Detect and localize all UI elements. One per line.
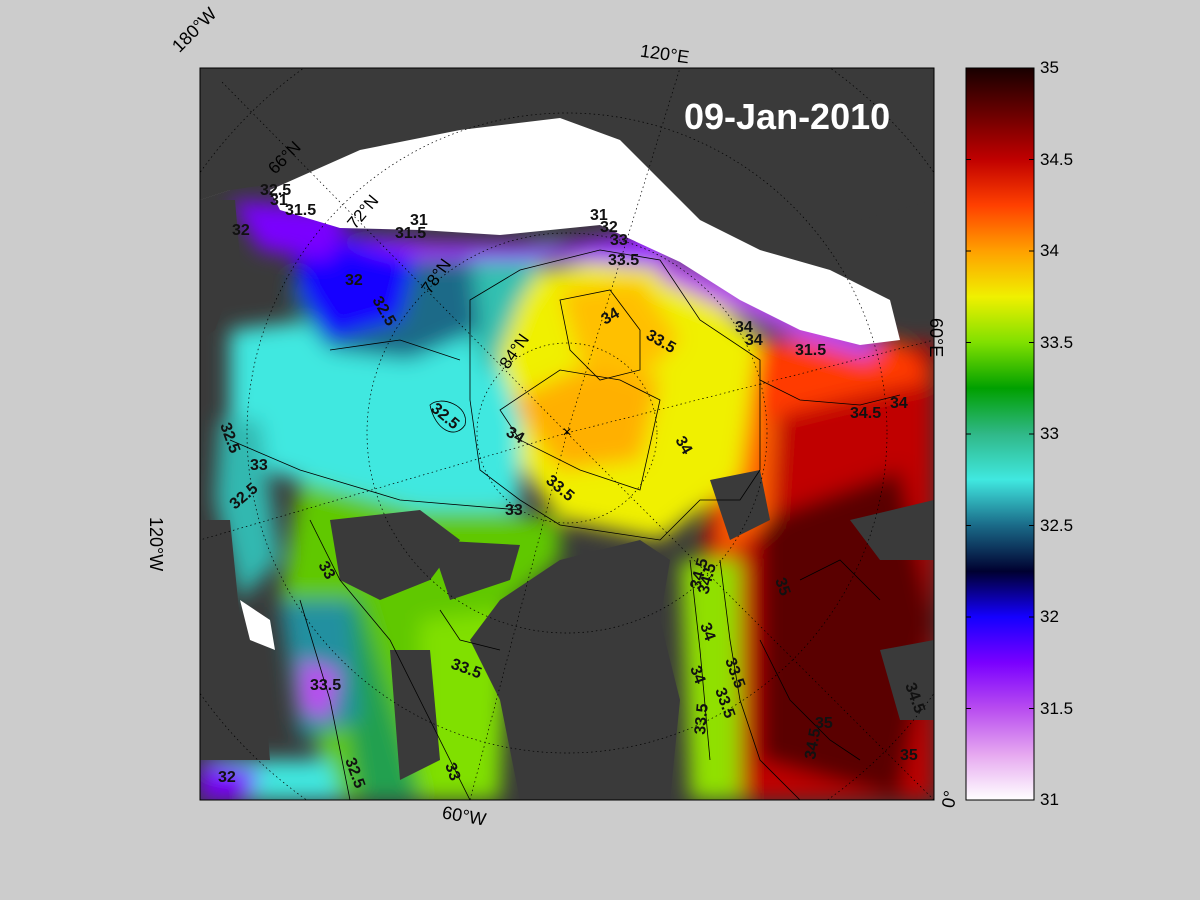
contour-label: 34 <box>890 395 908 412</box>
colorbar <box>965 67 1035 801</box>
north-pole-marker: × <box>562 424 571 441</box>
colorbar-tick-label: 34 <box>1040 241 1059 260</box>
contour-label: 34 <box>672 434 696 458</box>
contour-label: 32 <box>345 272 363 289</box>
contour-label: 34 <box>503 424 527 448</box>
colorbar-tick-label: 33 <box>1040 424 1059 443</box>
contour-label: 31 <box>590 207 608 224</box>
colorbar-tick-label: 31.5 <box>1040 698 1074 718</box>
contour-lines <box>229 249 901 800</box>
contour-label: 35 <box>900 747 918 764</box>
contour-label: 34 <box>686 664 708 687</box>
contour-label: 33 <box>610 232 628 249</box>
longitude-label-0: 0° <box>938 789 961 810</box>
contour-label: 32.5 <box>260 182 291 199</box>
colorbar-ticks <box>966 67 1034 801</box>
contour-label: 33 <box>315 559 339 583</box>
sea-ice <box>270 118 900 345</box>
contour-label: 33.5 <box>692 703 712 736</box>
colorbar-tick-label: 35 <box>1040 58 1059 77</box>
sea-ice-west <box>240 600 275 650</box>
contour-label: 34.5 <box>850 405 881 422</box>
colorbar-tick-label: 32.5 <box>1040 515 1074 535</box>
map-frame <box>199 67 935 801</box>
contour-label: 31 <box>410 212 428 229</box>
map-panel: × 66°N 72°N 7 <box>200 68 934 800</box>
contour-label: 35 <box>771 576 793 599</box>
date-label: 09-Jan-2010 <box>684 96 891 137</box>
graticule <box>200 68 934 800</box>
contour-label: 32 <box>218 769 236 786</box>
contour-label: 31.5 <box>395 225 426 242</box>
contour-label: 33 <box>250 457 268 474</box>
contour-label: 35 <box>815 715 833 732</box>
land-masses <box>200 70 934 800</box>
colorbar-tick-label: 31 <box>1040 790 1059 809</box>
contour-label: 33 <box>505 502 523 519</box>
contour-label: 33.5 <box>608 252 639 269</box>
longitude-label-120w: 120°W <box>146 517 166 572</box>
contour-label: 33 <box>441 761 463 784</box>
contour-label: 34.5 <box>802 727 824 761</box>
contour-label: 31.5 <box>285 202 316 219</box>
colorbar-tick-label: 33.5 <box>1040 332 1074 352</box>
contour-label: 32 <box>600 219 618 236</box>
contour-label: 31 <box>270 192 288 209</box>
longitude-label-60e: 60°E <box>926 318 946 358</box>
contour-label: 34 <box>745 332 763 349</box>
contour-label: 33.5 <box>310 677 341 694</box>
colorbar-tick-label: 32 <box>1040 607 1059 626</box>
contour-label: 31.5 <box>795 342 826 359</box>
contour-label: 32 <box>232 222 250 239</box>
colorbar-tick-label: 34.5 <box>1040 149 1074 169</box>
contour-label: 34 <box>696 621 718 644</box>
contour-label: 34 <box>599 305 623 329</box>
contour-label: 34 <box>735 319 753 336</box>
